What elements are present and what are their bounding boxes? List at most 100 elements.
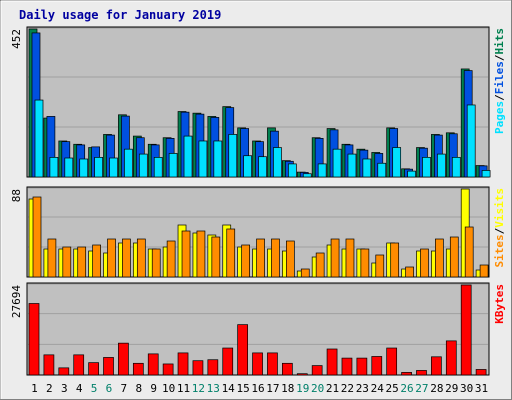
x-tick-label: 15	[236, 382, 249, 395]
bar-pages-day-24	[377, 162, 387, 178]
x-tick-label: 5	[91, 382, 98, 395]
bar-kbytes-day-29	[445, 340, 457, 376]
x-tick-label: 2	[46, 382, 53, 395]
bar-pages-day-14	[228, 134, 238, 178]
x-tick-label: 22	[341, 382, 354, 395]
bar-pages-day-27	[422, 157, 431, 178]
bar-sites-day-17	[271, 238, 280, 278]
bar-sites-day-21	[330, 238, 340, 278]
legend-item-pages: Pages	[493, 101, 506, 134]
bar-kbytes-day-5	[88, 362, 99, 376]
legend-item-sites: Sites	[493, 234, 506, 267]
legend-item-hits: Hits	[493, 28, 506, 55]
bar-kbytes-day-4	[73, 354, 85, 376]
bar-pages-day-16	[258, 156, 267, 178]
x-tick-label: 30	[460, 382, 473, 395]
bar-kbytes-day-9	[147, 353, 159, 376]
x-tick-label: 6	[106, 382, 113, 395]
bar-kbytes-day-8	[132, 362, 144, 376]
x-tick-label: 29	[445, 382, 458, 395]
x-tick-label: 13	[207, 382, 220, 395]
bar-pages-day-11	[183, 135, 193, 178]
bar-pages-day-4	[79, 158, 89, 178]
bar-sites-day-3	[62, 246, 72, 278]
x-tick-label: 18	[281, 382, 294, 395]
bar-sites-day-5	[92, 244, 101, 278]
x-tick-label: 1	[31, 382, 38, 395]
chart-title: Daily usage for January 2019	[19, 8, 221, 22]
bar-kbytes-day-27	[416, 370, 427, 376]
bar-kbytes-day-30	[460, 284, 472, 376]
bar-pages-day-5	[94, 157, 103, 178]
bar-kbytes-day-1	[28, 303, 40, 376]
y-max-label: 88	[10, 189, 23, 202]
bar-kbytes-day-18	[282, 362, 293, 376]
bar-sites-day-13	[211, 236, 221, 278]
bar-sites-day-20	[315, 252, 325, 278]
bar-pages-day-13	[213, 140, 223, 178]
bar-sites-day-27	[420, 248, 429, 278]
bar-kbytes-day-12	[192, 360, 204, 376]
x-tick-label: 7	[121, 382, 128, 395]
bar-kbytes-day-2	[43, 354, 55, 376]
bar-pages-day-17	[273, 147, 282, 178]
bar-kbytes-day-26	[401, 372, 412, 376]
legend-kbytes: KBytes	[493, 284, 506, 324]
bar-pages-day-12	[198, 140, 208, 178]
bar-sites-day-2	[47, 238, 57, 278]
legend-hits-files-pages: Pages/Files/Hits	[493, 28, 506, 134]
bar-pages-day-7	[124, 148, 133, 178]
series-pages	[34, 99, 491, 178]
bar-kbytes-day-23	[356, 357, 368, 376]
bar-kbytes-day-14	[222, 347, 234, 376]
bar-pages-day-31	[481, 170, 491, 178]
x-tick-label: 21	[326, 382, 339, 395]
bar-pages-day-3	[64, 157, 74, 178]
bar-sites-day-12	[196, 230, 206, 278]
bar-kbytes-day-21	[326, 348, 338, 376]
x-tick-label: 23	[356, 382, 369, 395]
x-tick-label: 26	[400, 382, 413, 395]
bar-kbytes-day-13	[207, 359, 219, 376]
bar-pages-day-30	[466, 104, 476, 178]
bar-sites-day-26	[405, 266, 414, 278]
bar-sites-day-6	[107, 238, 116, 278]
bar-pages-day-18	[288, 163, 297, 178]
bar-sites-day-9	[151, 248, 161, 278]
bar-sites-day-29	[449, 236, 459, 278]
legend-item-kbytes: KBytes	[493, 284, 506, 324]
bar-kbytes-day-7	[118, 342, 129, 376]
bar-pages-day-10	[168, 153, 178, 178]
bar-kbytes-day-17	[267, 352, 278, 376]
bar-sites-day-11	[181, 230, 191, 278]
bar-pages-day-26	[407, 170, 416, 178]
x-tick-label: 16	[251, 382, 264, 395]
bar-kbytes-day-16	[252, 352, 263, 376]
bar-kbytes-day-31	[475, 369, 487, 376]
x-tick-label: 11	[177, 382, 190, 395]
bar-kbytes-day-25	[386, 347, 398, 376]
bar-kbytes-day-28	[431, 356, 442, 376]
bar-sites-day-15	[241, 244, 250, 278]
y-max-label: 452	[10, 29, 23, 49]
x-tick-label: 4	[76, 382, 83, 395]
bar-sites-day-7	[122, 238, 131, 278]
panel-kbytes: 27694 KBytes	[10, 282, 506, 376]
bar-sites-day-19	[300, 268, 310, 278]
x-tick-label: 19	[296, 382, 309, 395]
bar-pages-day-6	[109, 157, 118, 178]
bar-sites-day-14	[226, 228, 236, 278]
bar-kbytes-day-10	[162, 363, 174, 376]
bar-kbytes-day-3	[58, 367, 70, 376]
series-sites	[32, 196, 489, 278]
x-tick-label: 3	[61, 382, 68, 395]
bar-sites-day-28	[435, 238, 444, 278]
bar-pages-day-1	[34, 99, 44, 178]
bar-pages-day-2	[49, 157, 59, 178]
bar-sites-day-24	[375, 254, 385, 278]
bar-pages-day-29	[451, 157, 461, 178]
bar-pages-day-20	[317, 163, 327, 178]
bar-pages-day-22	[347, 153, 357, 178]
bar-sites-day-10	[166, 240, 176, 278]
x-tick-label: 25	[386, 382, 399, 395]
